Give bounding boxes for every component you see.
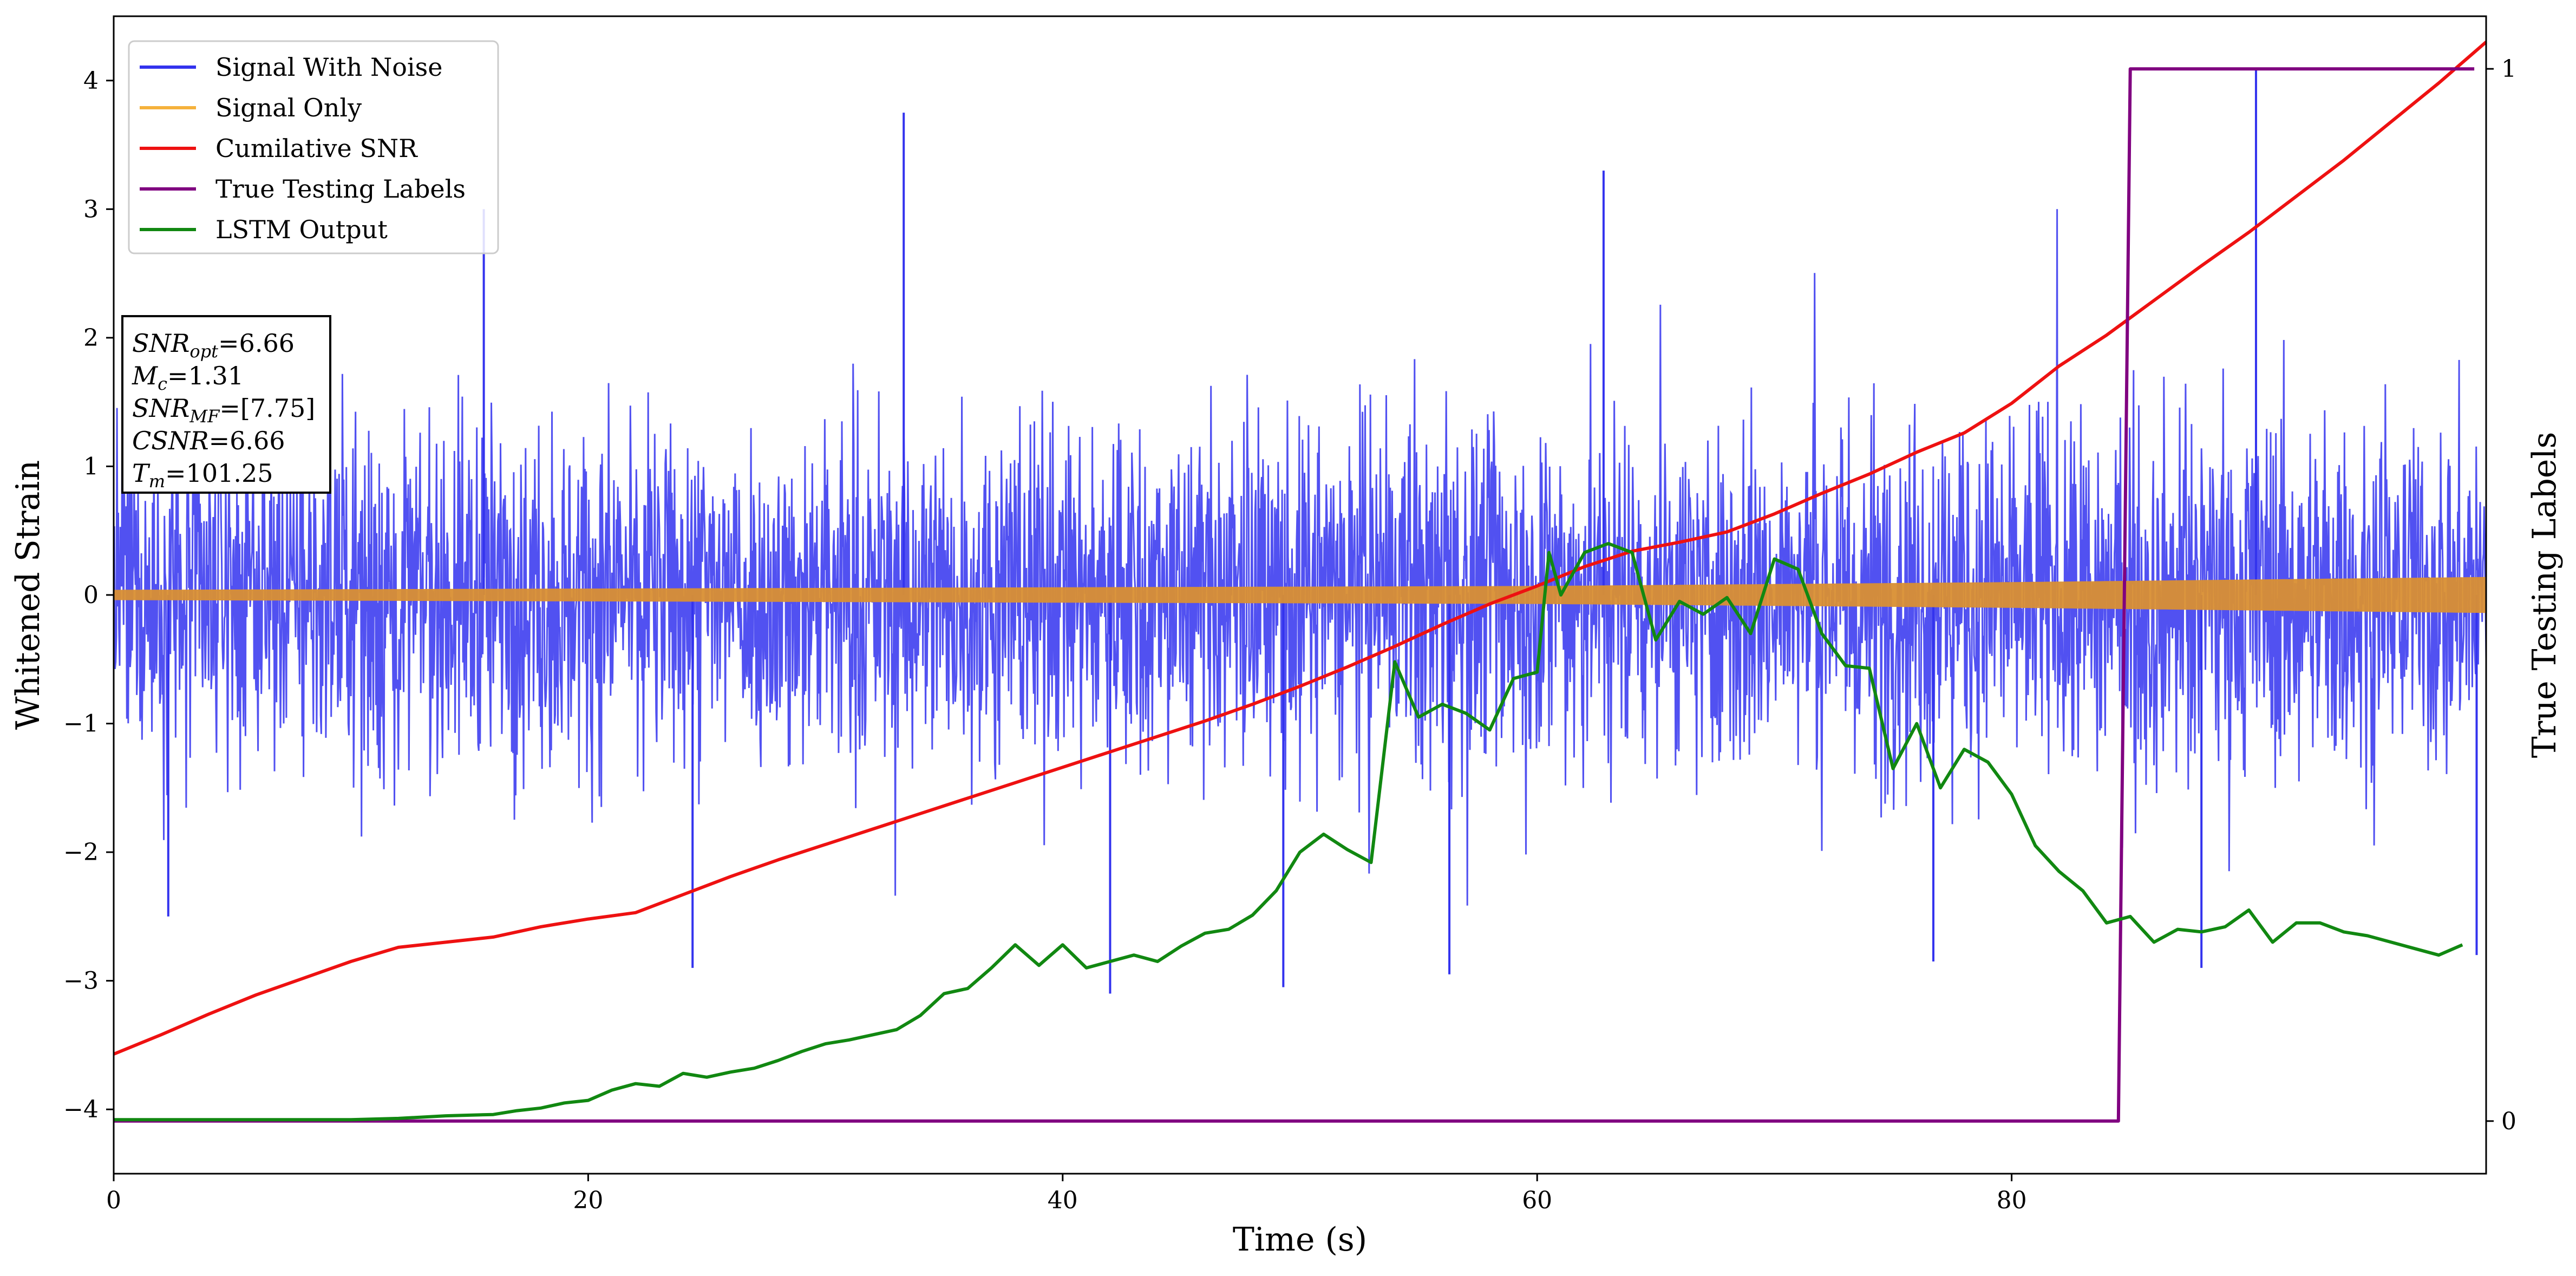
legend-label: True Testing Labels xyxy=(215,174,466,204)
lstm-output-line xyxy=(114,542,2463,1122)
signal-with-noise-line xyxy=(113,209,2487,906)
y-tick-label: 1 xyxy=(83,453,99,480)
x-tick-label: 20 xyxy=(573,1187,603,1214)
legend-label: LSTM Output xyxy=(215,215,388,244)
annotation-line: Mc=1.31 xyxy=(132,361,244,394)
legend-label: Signal Only xyxy=(215,93,362,122)
legend-box xyxy=(128,40,499,254)
true-testing-labels-line xyxy=(114,67,2475,1123)
x-axis-label: Time (s) xyxy=(1233,1221,1367,1259)
y2-tick-label: 0 xyxy=(2501,1108,2516,1135)
y2-axis-label: True Testing Labels xyxy=(2526,432,2564,758)
y-tick-label: 0 xyxy=(83,581,99,609)
y-tick-label: −4 xyxy=(63,1096,99,1123)
y-axis-label: Whitened Strain xyxy=(9,460,47,730)
legend-label: Cumilative SNR xyxy=(215,134,418,163)
legend: Signal With Noise Signal Only Cumilative S… xyxy=(128,40,499,254)
x-tick-label: 0 xyxy=(106,1187,121,1214)
series-lstm-output xyxy=(114,542,2463,1122)
series-signal-only xyxy=(114,577,2486,613)
legend-label: Signal With Noise xyxy=(215,53,442,82)
annotation-box xyxy=(121,315,331,494)
cumulative-snr-line xyxy=(113,41,2487,1056)
y-tick-label: −3 xyxy=(63,967,99,995)
y-tick-label: 4 xyxy=(83,67,99,95)
annotation-line: SNRMF=[7.75] xyxy=(132,394,315,427)
signal-only-band xyxy=(114,577,2486,613)
annotation-line: Tm=101.25 xyxy=(132,459,273,492)
y-tick-label: 2 xyxy=(83,324,99,352)
y-tick-label: −1 xyxy=(63,710,99,738)
y2-tick-label: 1 xyxy=(2501,55,2516,83)
annotation-line: CSNR=6.66 xyxy=(132,426,285,455)
x-tick-label: 40 xyxy=(1048,1187,1078,1214)
x-tick-label: 60 xyxy=(1522,1187,1552,1214)
y-tick-label: −2 xyxy=(63,839,99,866)
annotation-line: SNRopt=6.66 xyxy=(132,329,295,362)
series-true-testing-labels xyxy=(114,67,2475,1123)
series-cumulative-snr xyxy=(113,41,2487,1056)
y-tick-label: 3 xyxy=(83,195,99,223)
x-tick-label: 80 xyxy=(1997,1187,2027,1214)
